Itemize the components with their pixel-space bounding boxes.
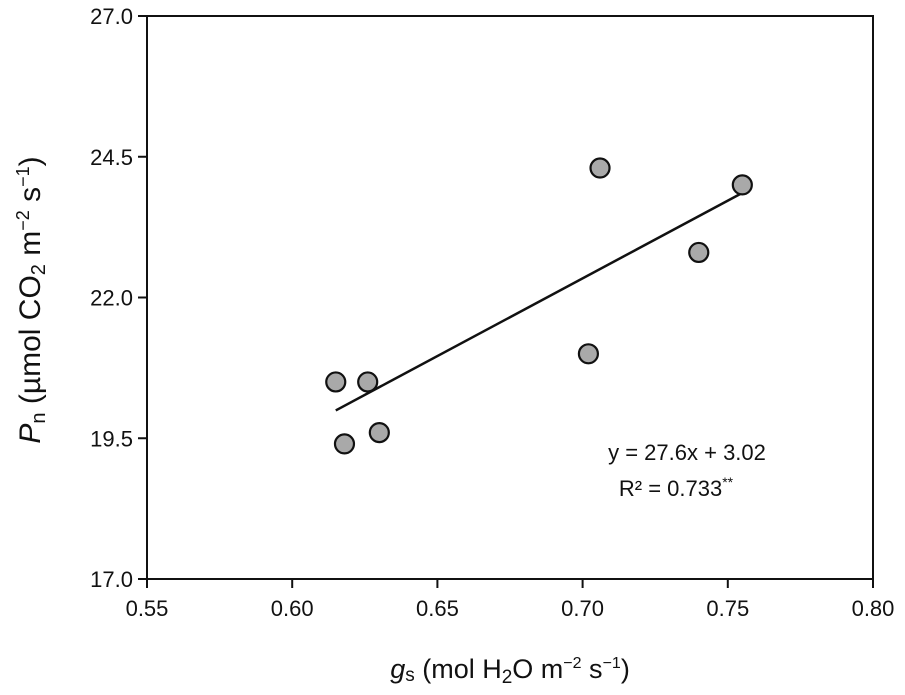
data-point-5 — [589, 157, 611, 179]
significance-mark: ** — [722, 474, 733, 490]
y-axis-label: Pn (µmol CO2 m−2 s−1) — [13, 156, 50, 443]
regression-equation: y = 27.6x + 3.02 — [608, 440, 766, 465]
y-axis-unit-c: s — [14, 187, 47, 210]
regression-line — [335, 191, 743, 412]
x-tick-label-0: 0.55 — [126, 596, 169, 621]
x-tick-label-2: 0.65 — [416, 596, 459, 621]
x-axis-unit-d: ) — [621, 654, 630, 684]
data-point-7 — [731, 174, 753, 196]
y-tick-label-1: 19.5 — [90, 426, 133, 451]
x-axis-unit-c: s — [582, 654, 603, 684]
y-axis-variable: P — [14, 424, 47, 444]
data-points — [325, 157, 753, 455]
y-axis-unit-sup1: −2 — [13, 210, 33, 231]
r-squared-text: R² = 0.733 — [619, 476, 722, 501]
y-axis-variable-sub: n — [28, 413, 50, 424]
x-axis-variable-sub: s — [405, 665, 415, 686]
x-axis-unit-a: (mol H — [415, 654, 502, 684]
x-tick-label-3: 0.70 — [561, 596, 604, 621]
x-tick-label-5: 0.80 — [852, 596, 895, 621]
data-point-2 — [333, 433, 356, 455]
x-axis-unit-b: O m — [512, 654, 563, 684]
y-tick-label-3: 24.5 — [90, 145, 133, 170]
x-axis-variable: g — [390, 654, 405, 684]
y-axis-unit-b: m — [14, 231, 47, 264]
data-point-3 — [368, 422, 390, 444]
x-tick-label-1: 0.60 — [271, 596, 314, 621]
y-axis-unit-sub: 2 — [28, 264, 50, 275]
y-tick-label-4: 27.0 — [90, 4, 133, 29]
y-tick-label-0: 17.0 — [90, 567, 133, 592]
y-axis-unit-d: ) — [14, 156, 47, 166]
plot-area-frame — [146, 15, 874, 580]
data-point-1 — [357, 371, 379, 393]
y-tick-label-2: 22.0 — [90, 286, 133, 311]
y-axis-unit-sup2: −1 — [13, 166, 33, 187]
x-tick-label-4: 0.75 — [706, 596, 749, 621]
data-point-4 — [577, 343, 600, 365]
data-point-0 — [325, 371, 347, 393]
x-axis-unit-sup2: −1 — [603, 655, 621, 672]
r-squared-label: R² = 0.733** — [619, 474, 734, 501]
axis-tick-labels: 0.55 0.60 0.65 0.70 0.75 0.80 17.0 19.5 22.0 24.5… — [90, 4, 894, 621]
y-axis-unit-a: (µmol CO — [14, 275, 47, 412]
x-axis-unit-sub: 2 — [502, 667, 513, 688]
x-axis-label: gs (mol H2O m−2 s−1) — [390, 654, 630, 688]
axis-ticks — [138, 15, 874, 588]
x-axis-unit-sup1: −2 — [563, 655, 581, 672]
data-point-6 — [688, 241, 710, 264]
